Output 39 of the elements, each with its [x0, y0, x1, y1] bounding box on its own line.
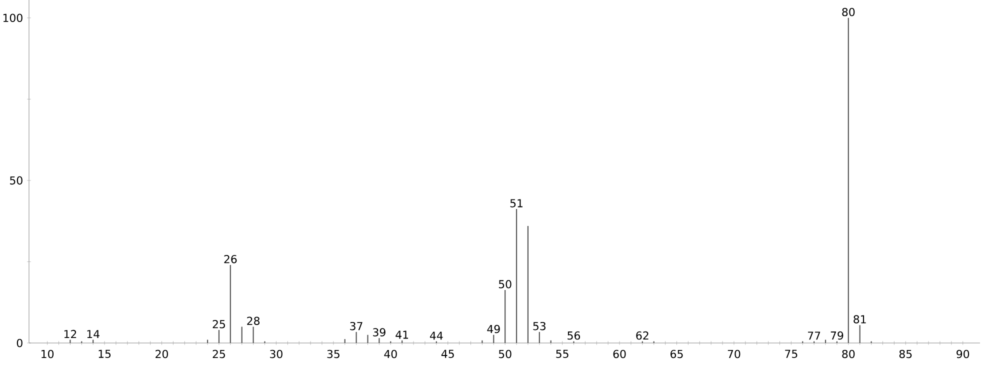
annotation: 44 [430, 332, 443, 340]
annotation: 41 [396, 330, 408, 339]
x-tick-label: 35 [327, 350, 340, 358]
x-tick-label: 65 [670, 350, 683, 358]
x-tick-label: 60 [613, 350, 626, 358]
annotation: 28 [247, 316, 260, 326]
x-tick-label: 75 [785, 350, 798, 358]
annotation: 37 [350, 322, 362, 330]
annotation: 51 [510, 199, 522, 208]
x-tick-label: 85 [899, 350, 912, 358]
x-tick-label: 90 [956, 350, 970, 358]
x-tick-label: 55 [556, 350, 568, 358]
annotation: 25 [212, 320, 225, 328]
annotation: 80 [842, 8, 855, 16]
x-tick-label: 30 [270, 350, 282, 358]
annotation: 26 [224, 254, 237, 264]
annotation: 14 [87, 330, 100, 338]
annotation: 49 [487, 324, 500, 334]
x-tick-label: 45 [441, 350, 454, 358]
y-tick-label: 0 [16, 338, 22, 348]
annotation: 79 [830, 331, 844, 340]
x-tick-label: 25 [212, 350, 225, 358]
y-tick-label: 100 [3, 14, 22, 22]
annotation: 77 [808, 332, 820, 340]
annotation: 53 [533, 322, 546, 330]
x-tick-label: 70 [728, 350, 740, 358]
annotation: 56 [568, 331, 580, 340]
x-tick-label: 10 [42, 350, 54, 358]
annotation: 81 [854, 315, 866, 324]
x-tick-label: 50 [498, 350, 512, 358]
x-tick-label: 40 [384, 350, 397, 358]
annotation: 62 [636, 331, 648, 340]
x-tick-label: 20 [156, 350, 168, 358]
annotation: 39 [373, 328, 386, 336]
y-tick-label: 50 [10, 176, 22, 185]
annotation: 12 [64, 330, 76, 338]
annotation: 50 [498, 280, 512, 288]
x-tick-label: 15 [98, 350, 111, 358]
x-tick-label: 80 [842, 350, 855, 358]
